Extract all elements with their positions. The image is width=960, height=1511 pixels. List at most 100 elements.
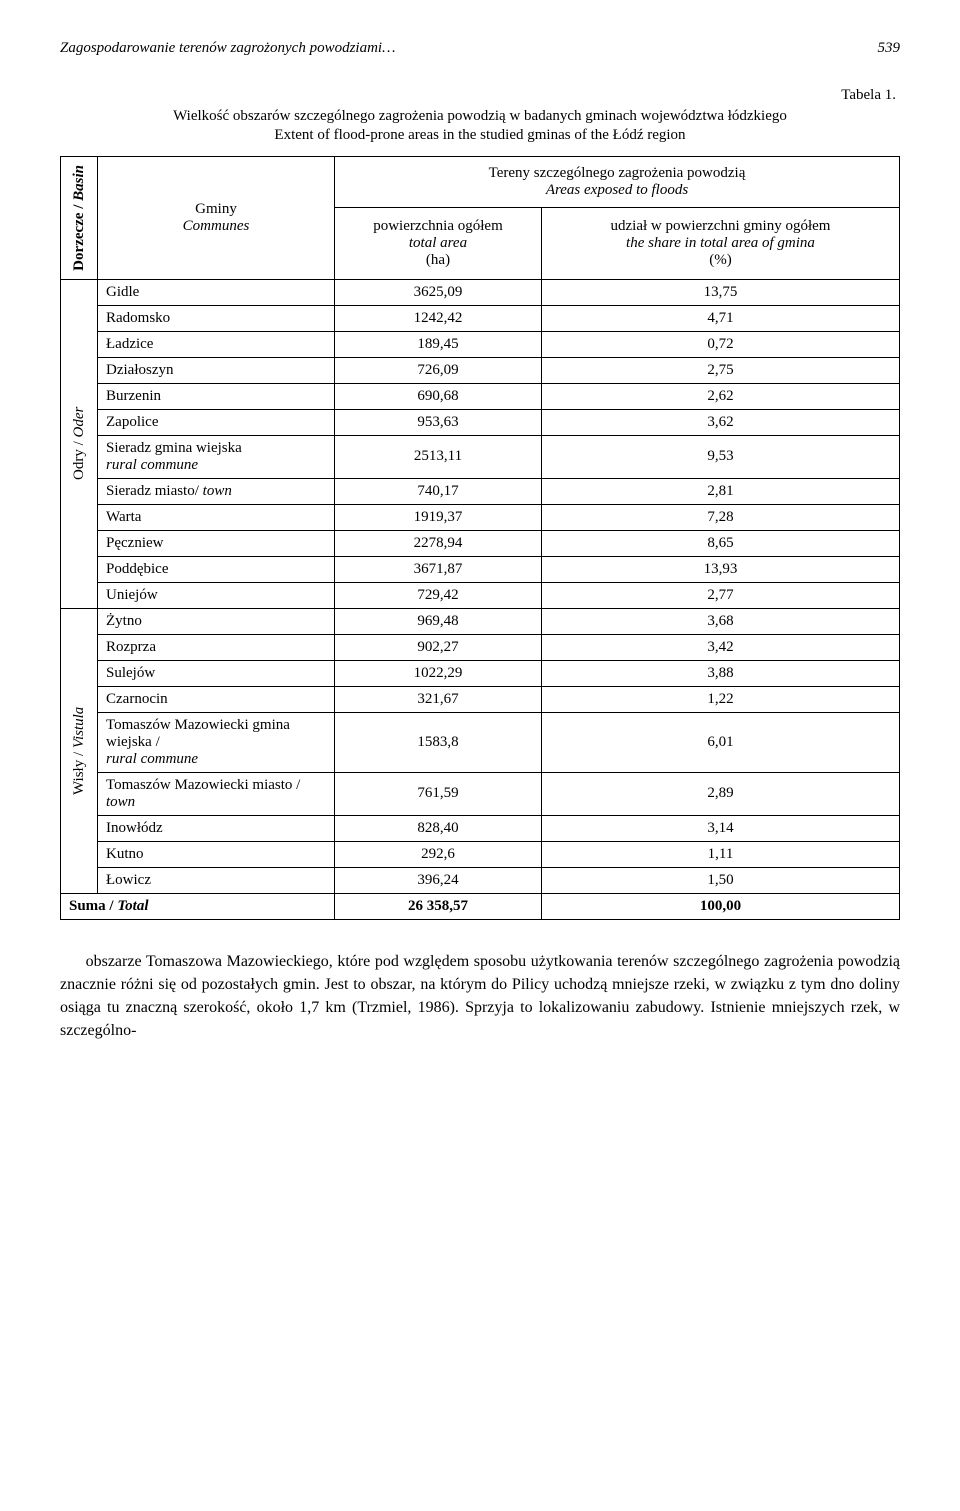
body-paragraph: obszarze Tomaszowa Mazowieckiego, które … [60,950,900,1043]
share-cell: 2,75 [542,357,900,383]
col-top: Tereny szczególnego zagrożenia powodzią … [335,157,900,208]
table-row: Kutno292,61,11 [61,841,900,867]
area-cell: 726,09 [335,357,542,383]
gmina-name: Uniejów [98,582,335,608]
table-row: Radomsko1242,424,71 [61,305,900,331]
area-cell: 902,27 [335,634,542,660]
area-cell: 1022,29 [335,660,542,686]
area-cell: 2513,11 [335,435,542,478]
table-row: Rozprza902,273,42 [61,634,900,660]
table-row: Tomaszów Mazowiecki gmina wiejska / rura… [61,712,900,772]
share-cell: 3,14 [542,815,900,841]
share-cell: 0,72 [542,331,900,357]
area-cell: 292,6 [335,841,542,867]
area-cell: 3671,87 [335,556,542,582]
share-cell: 7,28 [542,504,900,530]
col-gminy: Gminy Communes [98,157,335,280]
share-cell: 1,22 [542,686,900,712]
gmina-name: Zapolice [98,409,335,435]
table-row: Tomaszów Mazowiecki miasto / town761,592… [61,772,900,815]
total-label: Suma / Total [61,893,335,919]
table-row: Zapolice953,633,62 [61,409,900,435]
table-row: Uniejów729,422,77 [61,582,900,608]
share-cell: 2,89 [542,772,900,815]
gmina-name: Kutno [98,841,335,867]
area-cell: 3625,09 [335,279,542,305]
gmina-name: Warta [98,504,335,530]
col-share: udział w powierzchni gminy ogółem the sh… [542,208,900,280]
share-cell: 2,62 [542,383,900,409]
area-cell: 1583,8 [335,712,542,772]
area-cell: 761,59 [335,772,542,815]
share-cell: 9,53 [542,435,900,478]
running-header: Zagospodarowanie terenów zagrożonych pow… [60,40,900,57]
table-row: Czarnocin321,671,22 [61,686,900,712]
gmina-name: Sieradz miasto/ town [98,478,335,504]
table-row: Ładzice189,450,72 [61,331,900,357]
basin-label: Odry / Oder [61,279,98,608]
area-cell: 1242,42 [335,305,542,331]
area-cell: 396,24 [335,867,542,893]
area-cell: 1919,37 [335,504,542,530]
share-cell: 13,93 [542,556,900,582]
gmina-name: Tomaszów Mazowiecki miasto / town [98,772,335,815]
gmina-name: Ładzice [98,331,335,357]
share-cell: 3,88 [542,660,900,686]
gmina-name: Gidle [98,279,335,305]
area-cell: 2278,94 [335,530,542,556]
share-cell: 6,01 [542,712,900,772]
gmina-name: Sulejów [98,660,335,686]
area-cell: 828,40 [335,815,542,841]
share-cell: 4,71 [542,305,900,331]
gmina-name: Działoszyn [98,357,335,383]
table-row: Sulejów1022,293,88 [61,660,900,686]
share-cell: 8,65 [542,530,900,556]
page-number: 539 [878,40,901,57]
gmina-name: Żytno [98,608,335,634]
area-cell: 740,17 [335,478,542,504]
col-basin: Dorzecze / Basin [61,157,98,280]
share-cell: 3,42 [542,634,900,660]
area-cell: 969,48 [335,608,542,634]
area-cell: 729,42 [335,582,542,608]
total-area: 26 358,57 [335,893,542,919]
area-cell: 953,63 [335,409,542,435]
area-cell: 189,45 [335,331,542,357]
table-row: Warta1919,377,28 [61,504,900,530]
share-cell: 3,62 [542,409,900,435]
table-caption-label: Tabela 1. [60,87,900,104]
share-cell: 13,75 [542,279,900,305]
table-row: Sieradz miasto/ town740,172,81 [61,478,900,504]
col-area: powierzchnia ogółem total area (ha) [335,208,542,280]
gmina-name: Łowicz [98,867,335,893]
share-cell: 2,77 [542,582,900,608]
gmina-name: Rozprza [98,634,335,660]
share-cell: 2,81 [542,478,900,504]
table-row: Sieradz gmina wiejskarural commune2513,1… [61,435,900,478]
gmina-name: Inowłódz [98,815,335,841]
table-row: Odry / OderGidle3625,0913,75 [61,279,900,305]
table-header-row: Dorzecze / Basin Gminy Communes Tereny s… [61,157,900,208]
gmina-name: Pęczniew [98,530,335,556]
gmina-name: Burzenin [98,383,335,409]
running-title: Zagospodarowanie terenów zagrożonych pow… [60,40,395,57]
table-caption-main: Wielkość obszarów szczególnego zagrożeni… [60,108,900,125]
basin-label: Wisły / Vistula [61,608,98,893]
table-row: Łowicz396,241,50 [61,867,900,893]
gmina-name: Sieradz gmina wiejskarural commune [98,435,335,478]
total-share: 100,00 [542,893,900,919]
table-row: Działoszyn726,092,75 [61,357,900,383]
gmina-name: Radomsko [98,305,335,331]
table-row: Poddębice3671,8713,93 [61,556,900,582]
gmina-name: Czarnocin [98,686,335,712]
share-cell: 1,11 [542,841,900,867]
table-row: Wisły / VistulaŻytno969,483,68 [61,608,900,634]
share-cell: 1,50 [542,867,900,893]
table-row: Burzenin690,682,62 [61,383,900,409]
table-caption-sub: Extent of flood-prone areas in the studi… [60,127,900,144]
data-table: Dorzecze / Basin Gminy Communes Tereny s… [60,156,900,920]
table-row: Pęczniew2278,948,65 [61,530,900,556]
gmina-name: Poddębice [98,556,335,582]
table-total-row: Suma / Total 26 358,57 100,00 [61,893,900,919]
share-cell: 3,68 [542,608,900,634]
